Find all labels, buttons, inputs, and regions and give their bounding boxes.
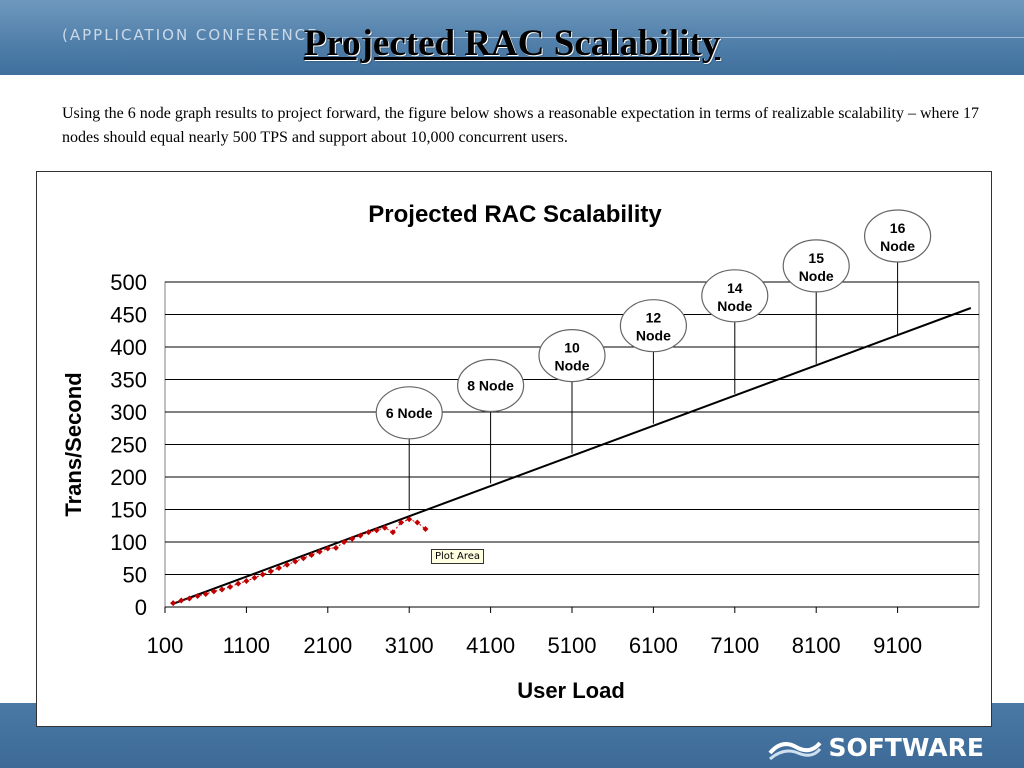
chart-title: Projected RAC Scalability xyxy=(368,201,662,228)
measured-point xyxy=(178,597,185,604)
node-callout-bubble xyxy=(538,329,606,383)
measured-point xyxy=(267,568,274,575)
measured-point xyxy=(316,548,323,555)
measured-point xyxy=(422,526,429,532)
x-tick-label: 4100 xyxy=(466,633,515,658)
node-callout-label: 15 Node xyxy=(799,250,834,284)
measured-point xyxy=(300,555,307,562)
measured-point xyxy=(235,580,242,587)
node-callout-bubble xyxy=(619,299,688,353)
y-axis-label: Trans/Second xyxy=(61,372,86,516)
logo-text: SOFTWARE xyxy=(828,733,984,762)
measured-point xyxy=(373,527,380,534)
chart-frame: Projected RAC Scalability 0 50 100 150 200 250… xyxy=(36,171,992,727)
measured-point xyxy=(381,524,388,531)
measured-point xyxy=(365,529,372,536)
measured-point xyxy=(292,558,299,565)
y-tick-label: 350 xyxy=(110,368,147,393)
header-rule xyxy=(330,37,1024,38)
node-callout-bubble xyxy=(782,239,850,293)
wave-logo-icon xyxy=(768,741,823,760)
node-callout-bubble xyxy=(375,386,443,440)
projection-line xyxy=(172,307,972,605)
x-tick-label: 9100 xyxy=(873,633,922,658)
measured-point xyxy=(170,600,177,607)
node-callout-bubble xyxy=(863,209,932,263)
slide-title: Projected RAC Scalability xyxy=(303,23,721,64)
measured-point xyxy=(349,535,356,542)
x-tick-label: 5100 xyxy=(548,633,597,658)
measured-point xyxy=(259,571,266,578)
measured-point xyxy=(308,552,315,558)
y-tick-label: 50 xyxy=(123,563,147,588)
measured-point xyxy=(284,561,291,568)
y-tick-label: 400 xyxy=(110,335,147,360)
measured-point xyxy=(414,519,421,526)
measured-point xyxy=(275,565,282,571)
measured-point xyxy=(194,592,201,599)
x-tick-label: 3100 xyxy=(385,633,434,658)
measured-point xyxy=(210,588,217,595)
measured-point xyxy=(186,595,193,602)
x-tick-label: 2100 xyxy=(303,633,352,658)
measured-point xyxy=(202,591,209,597)
measured-point xyxy=(324,545,331,552)
node-callout-label: 12 Node xyxy=(636,310,671,344)
y-tick-label: 150 xyxy=(110,498,147,523)
node-callout-label: 16 Node xyxy=(880,220,915,254)
x-tick-label: 7100 xyxy=(710,633,759,658)
slide-description: Using the 6 node graph results to projec… xyxy=(62,105,980,146)
measured-point xyxy=(389,529,396,536)
plot-area-tooltip: Plot Area xyxy=(431,549,485,564)
measured-point xyxy=(341,539,348,545)
company-logo: SOFTWARE xyxy=(768,733,984,762)
y-tick-label: 450 xyxy=(110,303,147,328)
x-tick-label: 100 xyxy=(147,633,184,658)
node-callout-bubble xyxy=(701,269,769,323)
measured-point xyxy=(251,574,258,581)
measured-point xyxy=(243,578,250,584)
x-tick-label: 1100 xyxy=(223,633,270,658)
y-tick-label: 250 xyxy=(110,433,147,458)
node-callout-label: 8 Node xyxy=(467,378,514,394)
node-callout-bubble xyxy=(457,358,525,413)
x-tick-label: 6100 xyxy=(629,633,678,658)
x-axis-label: User Load xyxy=(517,678,625,703)
chart-canvas: Projected RAC Scalability 0 50 100 150 200 250… xyxy=(61,201,980,703)
measured-point xyxy=(406,516,413,523)
measured-point xyxy=(398,519,405,526)
measured-point xyxy=(357,532,364,539)
node-callout-label: 10 Node xyxy=(555,340,590,374)
y-tick-label: 300 xyxy=(110,400,147,425)
x-tick-label: 8100 xyxy=(792,633,841,658)
y-tick-label: 100 xyxy=(110,530,147,555)
measured-point xyxy=(218,586,225,593)
node-callout-label: 14 Node xyxy=(717,280,752,314)
y-tick-label: 200 xyxy=(110,465,147,490)
measured-point xyxy=(332,544,339,551)
conference-banner-text: (APPLICATION CONFERENCE xyxy=(62,26,319,44)
y-tick-label: 0 xyxy=(135,595,147,620)
measured-point xyxy=(227,583,234,590)
node-callout-label: 6 Node xyxy=(386,405,433,421)
y-tick-label: 500 xyxy=(110,270,147,295)
